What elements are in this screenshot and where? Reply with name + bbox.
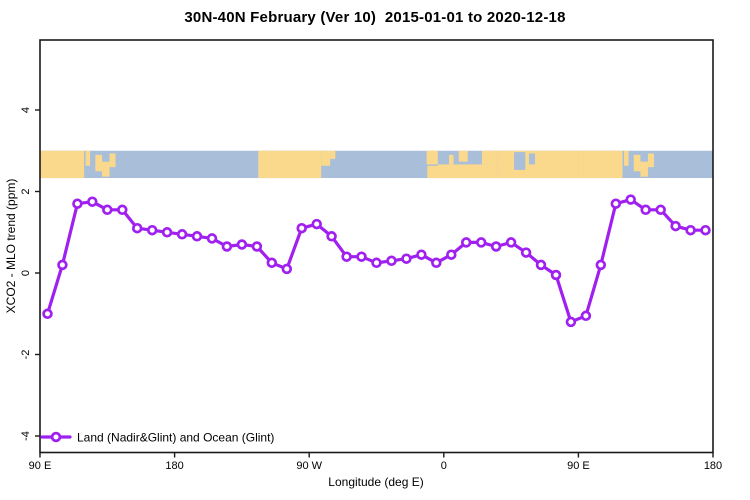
map-band-land <box>640 161 648 177</box>
data-point <box>102 204 113 216</box>
x-axis-label: Longitude (deg E) <box>328 475 423 489</box>
data-point <box>296 222 307 234</box>
map-band-land <box>102 161 110 177</box>
data-point <box>505 237 517 248</box>
data-point <box>685 224 696 236</box>
data-point <box>610 198 622 209</box>
data-point <box>401 253 412 264</box>
x-tick-label: 90 E <box>567 460 590 472</box>
map-band-land <box>85 150 91 166</box>
data-point <box>356 251 367 262</box>
map-band-land <box>40 150 85 179</box>
map-band-land <box>449 154 454 165</box>
data-point <box>117 204 128 216</box>
data-point <box>625 194 636 205</box>
map-band-land <box>633 154 641 172</box>
data-point <box>700 224 711 236</box>
data-point <box>655 204 666 216</box>
data-point <box>460 237 472 248</box>
data-point <box>670 220 681 232</box>
map-band-land <box>426 150 438 165</box>
data-point <box>281 263 293 275</box>
y-tick-label: -4 <box>20 431 32 441</box>
data-point <box>206 233 218 244</box>
plot-border <box>39 39 714 454</box>
y-axis-label: XCO2 - MLO trend (ppm) <box>4 179 18 314</box>
data-point <box>595 259 607 271</box>
data-point <box>446 249 457 260</box>
map-band-water <box>529 153 536 165</box>
x-tick-label: 90 E <box>29 460 52 472</box>
legend: Land (Nadir&Glint) and Ocean (Glint) <box>40 431 274 445</box>
map-band-land <box>109 153 116 168</box>
y-tick-label: 2 <box>20 188 32 194</box>
x-tick-label: 0 <box>441 460 447 472</box>
data-point <box>131 222 143 234</box>
map-band-land <box>437 164 498 179</box>
data-point <box>371 257 382 269</box>
data-point <box>42 308 53 320</box>
map-band-land <box>330 150 336 159</box>
map-band-land <box>481 150 498 165</box>
y-tick-label: 4 <box>20 107 32 113</box>
data-point <box>176 229 188 240</box>
map-band-land <box>321 150 331 166</box>
x-tick-label: 90 W <box>296 460 322 472</box>
x-tick-label: 180 <box>704 460 722 472</box>
map-band-land <box>258 150 322 179</box>
data-point <box>640 204 651 216</box>
data-point <box>341 251 352 262</box>
data-point <box>416 249 427 260</box>
data-point <box>565 316 577 328</box>
data-point <box>520 247 532 258</box>
data-point <box>580 310 592 322</box>
map-band-land <box>95 154 103 172</box>
x-tick-label: 180 <box>165 460 183 472</box>
map-band-land <box>458 150 468 162</box>
data-point <box>475 237 487 248</box>
data-point <box>311 218 322 230</box>
data-point <box>146 224 158 236</box>
legend-label: Land (Nadir&Glint) and Ocean (Glint) <box>77 431 274 445</box>
map-band-land <box>647 153 654 168</box>
map-band-land <box>497 150 579 179</box>
y-tick-label: -2 <box>20 350 32 360</box>
data-point <box>191 231 203 242</box>
data-point <box>326 231 337 242</box>
y-tick-label: 0 <box>20 270 32 276</box>
map-band-land <box>578 150 623 179</box>
data-point <box>431 257 442 269</box>
data-point <box>236 239 248 250</box>
data-point <box>221 241 233 252</box>
legend-marker-icon <box>50 431 62 443</box>
data-point <box>251 241 263 252</box>
map-band-water <box>514 152 526 170</box>
data-point <box>535 259 547 271</box>
data-point <box>490 241 502 252</box>
plot-area: 90 E 180 90 W 0 90 E 180 4 2 0 -2 -4 <box>20 39 722 472</box>
data-point <box>386 255 397 267</box>
chart-title: 30N-40N February (Ver 10) 2015-01-01 to … <box>184 9 566 26</box>
data-point <box>161 227 173 238</box>
map-band-land <box>624 150 629 166</box>
data-point <box>87 196 98 207</box>
data-point <box>550 269 562 281</box>
data-point <box>57 259 68 271</box>
data-point <box>266 257 278 269</box>
data-point <box>72 198 83 209</box>
